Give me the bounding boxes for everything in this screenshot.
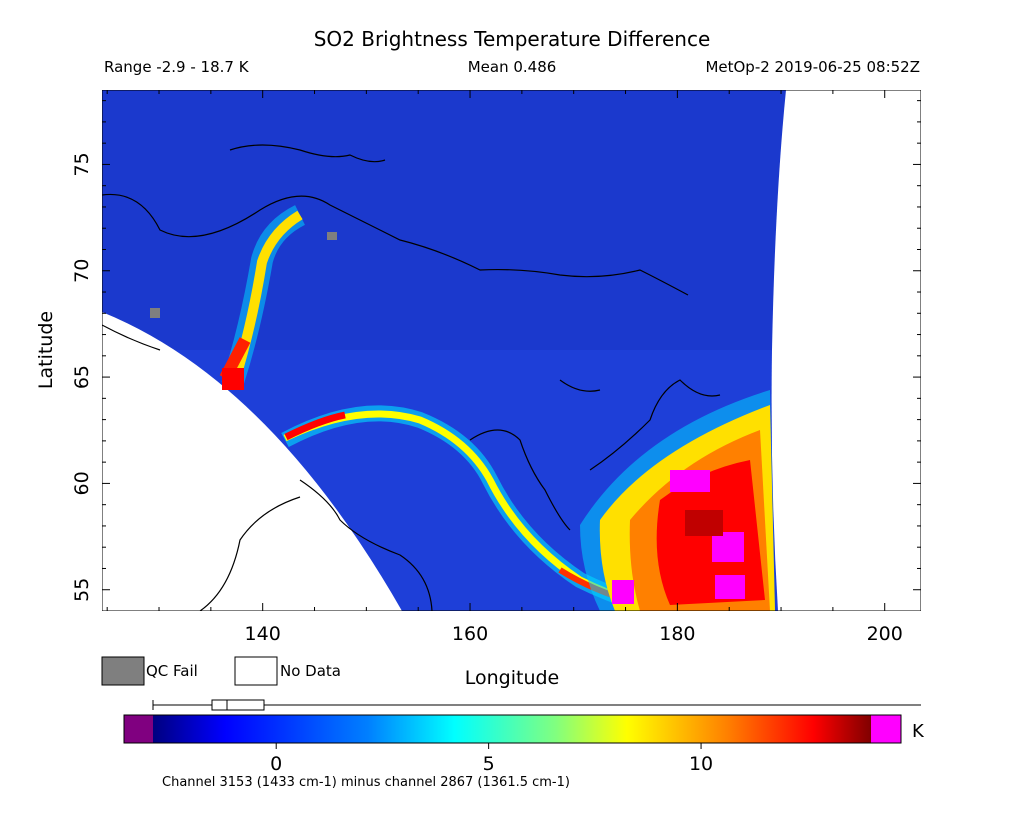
plume-north — [219, 205, 306, 390]
colorbar-unit: K — [912, 721, 925, 742]
x-tick-label: 160 — [452, 623, 488, 645]
colorbar-slider-thumb[interactable] — [211, 699, 265, 711]
colorbar-under — [124, 715, 153, 743]
colorbar: 0 5 10 K — [123, 699, 925, 775]
y-tick-label: 60 — [71, 471, 93, 495]
qc-fail-swatch — [101, 656, 145, 686]
no-data-swatch — [234, 656, 278, 686]
y-axis: 55 60 65 70 75 — [71, 100, 921, 602]
y-tick-label: 70 — [71, 259, 93, 283]
qc-fail-pixel — [150, 308, 160, 318]
chart-title: SO2 Brightness Temperature Difference — [314, 27, 711, 51]
x-axis-label: Longitude — [465, 667, 560, 689]
y-tick-label: 75 — [71, 152, 93, 176]
range-label: Range -2.9 - 18.7 K — [104, 58, 250, 76]
y-tick-label: 55 — [71, 578, 93, 602]
colorbar-tick-label: 10 — [689, 753, 713, 775]
colorbar-tick-label: 5 — [483, 753, 495, 775]
colorbar-gradient — [153, 715, 871, 743]
no-data-east — [771, 90, 921, 611]
data-field-shade — [102, 90, 792, 350]
y-tick-label: 65 — [71, 365, 93, 389]
map-area — [102, 90, 921, 611]
x-tick-label: 140 — [245, 623, 281, 645]
coastlines — [102, 144, 721, 611]
x-axis: 140 160 180 200 — [106, 90, 903, 645]
x-tick-label: 200 — [867, 623, 903, 645]
colorbar-ticks: 0 5 10 — [270, 743, 713, 775]
source-label: MetOp-2 2019-06-25 08:52Z — [705, 58, 920, 76]
footnote: Channel 3153 (1433 cm-1) minus channel 2… — [162, 775, 570, 790]
qc-fail-pixel — [327, 232, 337, 240]
qc-fail-label: QC Fail — [146, 662, 198, 680]
no-data-southwest — [102, 312, 402, 611]
y-axis-label: Latitude — [35, 311, 57, 389]
colorbar-over — [871, 715, 901, 743]
mean-label: Mean 0.486 — [468, 58, 557, 76]
plume-east — [580, 390, 775, 611]
colorbar-tick-label: 0 — [270, 753, 282, 775]
x-tick-label: 180 — [659, 623, 695, 645]
no-data-label: No Data — [280, 662, 341, 680]
